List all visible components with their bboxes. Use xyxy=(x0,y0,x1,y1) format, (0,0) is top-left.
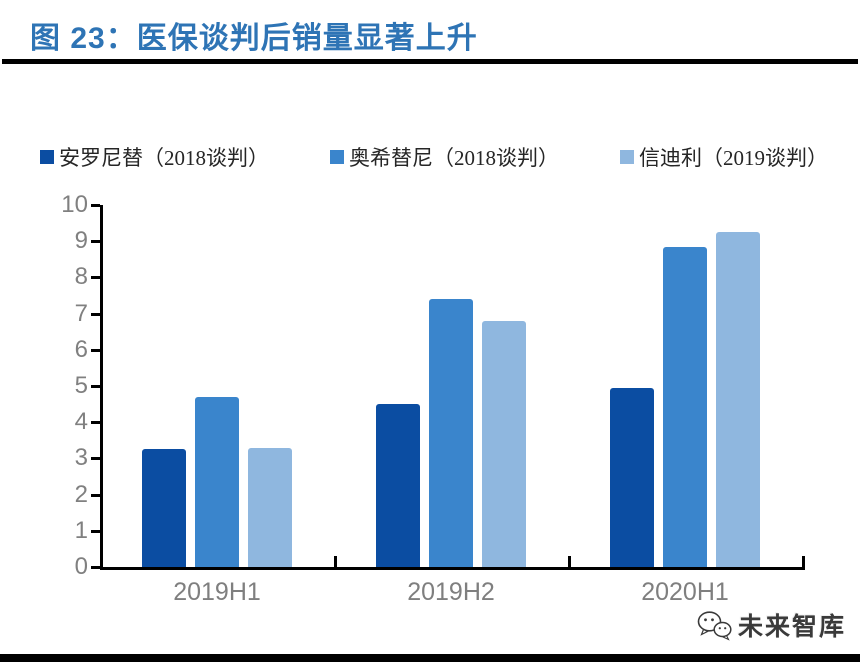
y-axis-tick xyxy=(91,457,100,461)
y-axis-label: 1 xyxy=(74,516,88,544)
x-axis-boundary-tick xyxy=(802,556,805,567)
bar-2019H2-series-3 xyxy=(482,320,526,567)
watermark: 未来智库 xyxy=(696,607,846,643)
bar-2020H1-series-1 xyxy=(610,387,654,567)
y-axis-label: 3 xyxy=(74,444,88,472)
bar-chart: 0 1 2 3 4 5 6 7 8 9 10 2019H1 2019H2 2020H1 xyxy=(0,185,860,625)
y-axis-label: 5 xyxy=(74,372,88,399)
bar-2020H1-series-3 xyxy=(716,232,760,567)
legend-item-2: 奥希替尼（2018谈判） xyxy=(330,142,620,172)
legend-label: 奥希替尼（2018谈判） xyxy=(349,146,559,170)
y-axis-tick xyxy=(91,421,100,425)
y-axis-tick xyxy=(91,240,100,244)
y-axis-tick xyxy=(91,385,100,388)
y-axis-tick xyxy=(91,276,100,280)
y-axis-label: 9 xyxy=(74,227,88,255)
y-axis-tick xyxy=(91,312,100,316)
y-axis-tick xyxy=(91,204,100,207)
y-axis-label: 7 xyxy=(74,299,88,327)
y-axis-label: 10 xyxy=(61,191,88,218)
y-axis-tick xyxy=(91,529,100,533)
x-axis-label: 2019H2 xyxy=(407,578,495,606)
y-axis-tick xyxy=(91,348,100,352)
x-axis-line xyxy=(100,567,805,570)
x-axis-label: 2020H1 xyxy=(641,578,729,606)
legend-label: 信迪利（2019谈判） xyxy=(639,146,828,170)
bottom-divider-rule xyxy=(0,654,860,662)
watermark-text: 未来智库 xyxy=(737,614,846,641)
bar-2019H2-series-2 xyxy=(429,299,473,567)
x-axis-boundary-tick xyxy=(568,556,571,567)
legend-swatch-icon xyxy=(620,150,634,164)
wechat-icon xyxy=(696,610,732,641)
legend-item-1: 安罗尼替（2018谈判） xyxy=(40,142,330,172)
bar-2020H1-series-2 xyxy=(663,246,707,567)
y-axis-label: 0 xyxy=(74,553,88,580)
bar-2019H2-series-1 xyxy=(376,404,420,567)
bar-2019H1-series-1 xyxy=(142,449,186,567)
x-axis-label: 2019H1 xyxy=(173,578,261,606)
legend-swatch-icon xyxy=(330,150,344,164)
legend-label: 安罗尼替（2018谈判） xyxy=(59,146,269,170)
figure-title: 图 23：医保谈判后销量显著上升 xyxy=(30,22,478,55)
legend-swatch-icon xyxy=(40,150,54,164)
legend-item-3: 信迪利（2019谈判） xyxy=(620,142,860,172)
bar-2019H1-series-3 xyxy=(248,447,292,567)
y-axis-label: 4 xyxy=(74,408,88,436)
y-axis-tick xyxy=(91,493,100,497)
bar-2019H1-series-2 xyxy=(195,396,239,567)
y-axis-label: 6 xyxy=(74,335,88,363)
y-axis-label: 8 xyxy=(74,263,88,291)
chart-legend: 安罗尼替（2018谈判） 奥希替尼（2018谈判） 信迪利（2019谈判） xyxy=(40,142,860,172)
y-axis-line xyxy=(100,205,103,570)
y-axis-label: 2 xyxy=(74,480,88,508)
title-divider-rule xyxy=(2,59,858,64)
y-axis-tick xyxy=(91,566,100,569)
x-axis-boundary-tick xyxy=(334,556,337,567)
